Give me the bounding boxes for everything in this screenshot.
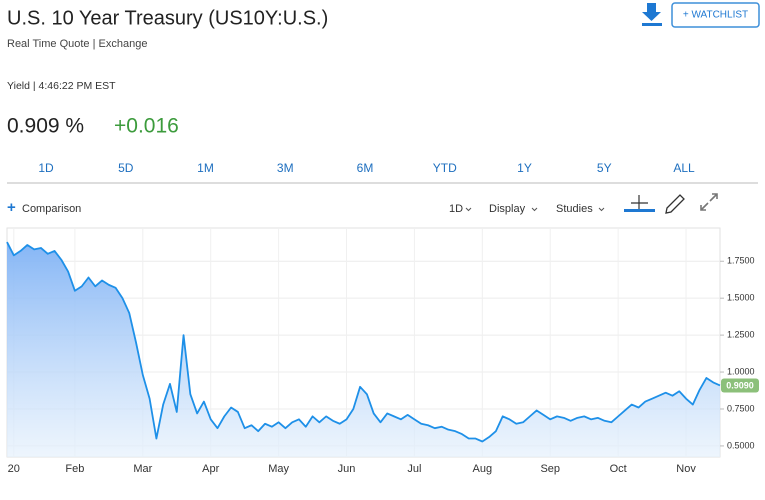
interval-menu[interactable]: 1D [449,203,463,215]
x-tick-label: Apr [202,463,219,475]
y-tick-label: 0.7500 [727,403,755,413]
x-tick-label: Jun [338,463,356,475]
x-tick-label: Aug [473,463,493,475]
download-icon[interactable] [642,3,662,26]
x-tick-label: Nov [676,463,696,475]
range-tab[interactable]: 1D [38,161,54,175]
range-tab[interactable]: 3M [277,161,294,175]
quote-change: +0.016 [114,115,179,138]
chevron [531,207,538,212]
quote-last: 0.909 % [7,115,84,138]
x-tick-label: Mar [133,463,152,475]
range-tab[interactable]: 1Y [517,161,532,175]
download-shaft [647,3,656,13]
crosshair-tool[interactable] [624,195,655,212]
range-tab[interactable]: 1M [197,161,214,175]
line [6,241,721,443]
x-tick-label: Sep [540,463,560,475]
range-tab[interactable]: ALL [673,161,695,175]
download-head [642,12,661,21]
current-badge [721,378,759,393]
subtitle: Real Time Quote | Exchange [7,38,147,50]
title: U.S. 10 Year Treasury (US10Y:U.S.) [7,7,328,29]
watchlist-button[interactable] [671,2,760,28]
y-tick-label: 1.0000 [727,366,755,376]
x-tick-label: Oct [610,463,627,475]
x-tick-label: Feb [65,463,84,475]
range-tab[interactable]: YTD [433,161,457,175]
x-tick-label: Jul [407,463,421,475]
expand-tool[interactable] [700,193,718,211]
display-menu[interactable]: Display [489,203,526,215]
y-tick-label: 1.7500 [727,256,755,266]
y-tick-label: 1.5000 [727,293,755,303]
quote-label: Yield | 4:46:22 PM EST [7,80,116,92]
range-tab[interactable]: 5Y [597,161,612,175]
comparison-plus[interactable]: + [7,199,16,216]
watchlist-label: + WATCHLIST [683,10,748,21]
expand-arrow [709,193,718,202]
expand-arrow [700,202,709,211]
area [7,242,720,457]
x-tick-label: May [268,463,289,475]
range-tab[interactable]: 5D [118,161,134,175]
plot: 0.5000 0.7500 1.0000 1.2500 1.5000 1.7500 20 Fe… [6,228,759,475]
active-underline [624,209,655,212]
current-label: 0.9090 [726,380,754,390]
download-base [642,23,662,26]
range-tab[interactable]: 6M [357,161,374,175]
range-tabs: 1D 5D 1M 3M 6M YTD 1Y 5Y ALL [38,161,695,175]
x-tick-label: 20 [8,463,20,475]
y-tick-label: 0.5000 [727,440,755,450]
chevron [598,207,605,212]
draw-tool[interactable] [665,194,685,214]
y-tick-label: 1.2500 [727,329,755,339]
comparison[interactable]: Comparison [22,203,81,215]
studies-menu[interactable]: Studies [556,203,593,215]
chevron [465,207,472,212]
